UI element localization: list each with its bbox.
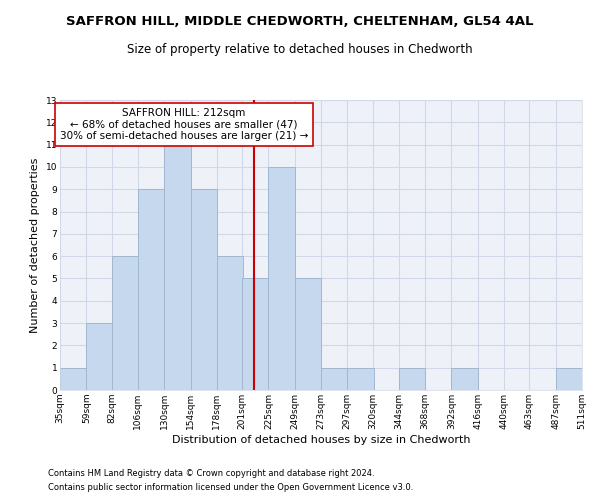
Y-axis label: Number of detached properties: Number of detached properties <box>30 158 40 332</box>
Bar <box>556 368 582 390</box>
Bar <box>164 144 191 390</box>
X-axis label: Distribution of detached houses by size in Chedworth: Distribution of detached houses by size … <box>172 434 470 444</box>
Bar <box>138 189 164 390</box>
Bar <box>268 167 295 390</box>
Bar <box>321 368 347 390</box>
Text: SAFFRON HILL, MIDDLE CHEDWORTH, CHELTENHAM, GL54 4AL: SAFFRON HILL, MIDDLE CHEDWORTH, CHELTENH… <box>66 15 534 28</box>
Bar <box>60 368 86 390</box>
Text: Contains public sector information licensed under the Open Government Licence v3: Contains public sector information licen… <box>48 484 413 492</box>
Text: Size of property relative to detached houses in Chedworth: Size of property relative to detached ho… <box>127 42 473 56</box>
Text: SAFFRON HILL: 212sqm
← 68% of detached houses are smaller (47)
30% of semi-detac: SAFFRON HILL: 212sqm ← 68% of detached h… <box>60 108 308 141</box>
Bar <box>399 368 425 390</box>
Bar <box>451 368 478 390</box>
Bar <box>295 278 321 390</box>
Bar <box>347 368 374 390</box>
Bar <box>86 323 113 390</box>
Bar <box>112 256 138 390</box>
Text: Contains HM Land Registry data © Crown copyright and database right 2024.: Contains HM Land Registry data © Crown c… <box>48 468 374 477</box>
Bar <box>217 256 243 390</box>
Bar <box>242 278 268 390</box>
Bar <box>191 189 217 390</box>
